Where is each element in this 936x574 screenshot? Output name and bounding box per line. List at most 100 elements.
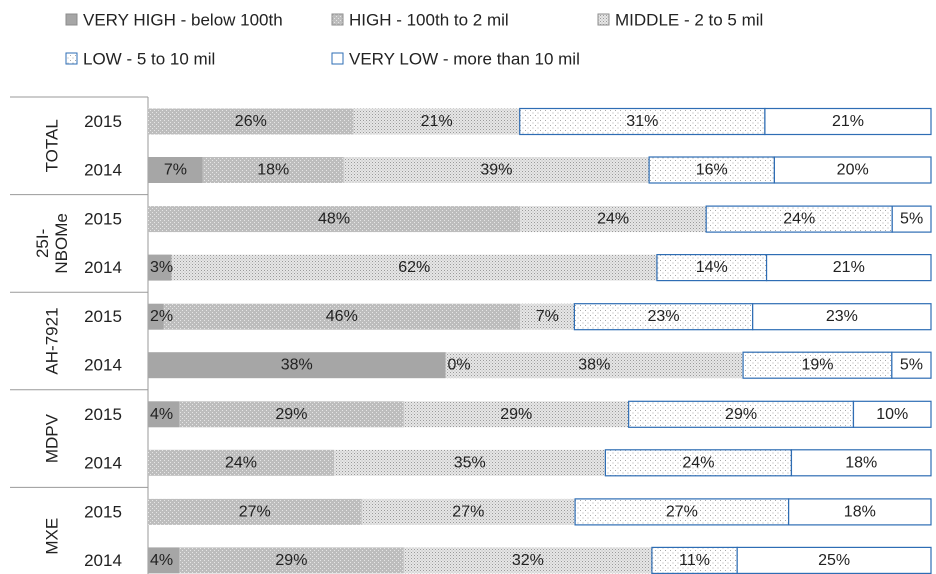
bar-segment: [148, 498, 362, 525]
bar-segment: [148, 449, 335, 476]
bar-segment: [445, 352, 744, 379]
data-label: 23%: [826, 308, 858, 325]
category-axis: TOTAL 2015 2014 25I- NBOMe 2015 2014 AH-7921 201…: [10, 96, 149, 574]
data-label: 24%: [783, 211, 815, 228]
bar-segment: [520, 206, 707, 233]
data-label: 48%: [318, 211, 350, 228]
bar-segment: [573, 303, 754, 331]
bar-segment: [891, 205, 932, 233]
data-label: 18%: [257, 162, 289, 179]
data-label: 5%: [900, 357, 923, 374]
legend-swatch-3: [597, 13, 610, 26]
data-label: 25%: [818, 552, 850, 569]
bar-segment: [519, 107, 766, 136]
bar-segment: [148, 206, 521, 233]
bar-segment: [171, 254, 657, 281]
data-label: 4%: [150, 406, 173, 423]
data-label: 32%: [512, 552, 544, 569]
bar-segment: [353, 108, 520, 135]
data-label: 26%: [235, 113, 267, 130]
legend-swatch-2: [331, 13, 344, 26]
legend-swatch-4: [65, 52, 78, 65]
bar-segment: [765, 254, 932, 282]
data-label: 16%: [696, 162, 728, 179]
legend-swatch-1: [65, 13, 78, 26]
year-label: 2014: [84, 453, 122, 472]
data-label: 4%: [150, 552, 173, 569]
data-label: 2%: [150, 308, 173, 325]
data-label: 7%: [536, 308, 559, 325]
bar-segment: [202, 157, 344, 183]
bar-segment: [361, 498, 576, 525]
bar-segment: [148, 254, 172, 281]
data-label: 35%: [454, 454, 486, 471]
bar-segment: [628, 400, 855, 428]
data-label: 24%: [597, 211, 629, 228]
year-label: 2014: [84, 161, 122, 180]
data-label: 5%: [900, 211, 923, 228]
bars: 26% 21% 31% 21% 7% 18% 39% 16% 20% 48% 24% 24% 5% 3% 6…: [148, 107, 932, 574]
year-label: 2015: [84, 112, 122, 131]
bar-segment: [752, 303, 932, 331]
bar-segment: [705, 205, 893, 233]
legend: VERY HIGH - below 100th HIGH - 100th to 2…: [65, 11, 763, 69]
group-label: 25I-: [33, 229, 52, 258]
data-label: 39%: [480, 162, 512, 179]
bar-segment: [148, 108, 354, 135]
bar-segment: [403, 547, 652, 574]
bar-segment: [574, 498, 790, 526]
year-label: 2014: [84, 551, 122, 570]
data-label: 27%: [452, 503, 484, 520]
year-label: 2015: [84, 307, 122, 326]
data-label: 0%: [448, 357, 471, 374]
year-label: 2014: [84, 258, 122, 277]
data-label: 21%: [833, 259, 865, 276]
data-label: 29%: [500, 406, 532, 423]
year-label: 2015: [84, 405, 122, 424]
legend-label-4: LOW - 5 to 10 mil: [83, 50, 215, 69]
bar-segment: [773, 156, 932, 184]
legend-swatch-5: [331, 52, 344, 65]
bar-segment: [163, 303, 521, 330]
bar-segment: [179, 547, 404, 574]
bar-segment: [648, 156, 775, 184]
data-label: 24%: [225, 454, 257, 471]
data-label: 20%: [837, 162, 869, 179]
bar-segment: [334, 449, 606, 476]
bar-segment: [790, 449, 932, 477]
bar-segment: [148, 547, 180, 574]
bar-segment: [148, 401, 180, 428]
data-label: 24%: [682, 454, 714, 471]
data-label: 18%: [844, 503, 876, 520]
year-label: 2015: [84, 502, 122, 521]
data-label: 38%: [578, 357, 610, 374]
data-label: 3%: [150, 259, 173, 276]
legend-label-2: HIGH - 100th to 2 mil: [349, 11, 509, 30]
bar-segment: [343, 157, 650, 183]
year-label: 2015: [84, 210, 122, 229]
data-label: 21%: [421, 113, 453, 130]
group-label: NBOMe: [52, 213, 71, 273]
bar-segment: [651, 546, 738, 574]
bar-segment: [742, 351, 893, 379]
group-label: TOTAL: [43, 119, 62, 172]
data-label: 38%: [281, 357, 313, 374]
bar-segment: [403, 401, 629, 428]
data-label: 11%: [679, 552, 710, 569]
bar-segment: [148, 352, 446, 379]
group-label: AH-7921: [43, 307, 62, 374]
bar-segment: [604, 449, 793, 477]
data-label: 46%: [326, 308, 358, 325]
data-label: 29%: [725, 406, 757, 423]
data-label: 7%: [164, 162, 187, 179]
legend-label-1: VERY HIGH - below 100th: [83, 11, 283, 30]
group-label: MDPV: [43, 413, 62, 463]
data-label: 27%: [666, 503, 698, 520]
bar-segment: [891, 351, 932, 379]
data-label: 23%: [648, 308, 680, 325]
bar-segment: [764, 107, 932, 136]
data-label: 10%: [876, 406, 908, 423]
bar-segment: [148, 157, 203, 183]
bar-segment: [736, 546, 932, 574]
legend-label-5: VERY LOW - more than 10 mil: [349, 50, 580, 69]
